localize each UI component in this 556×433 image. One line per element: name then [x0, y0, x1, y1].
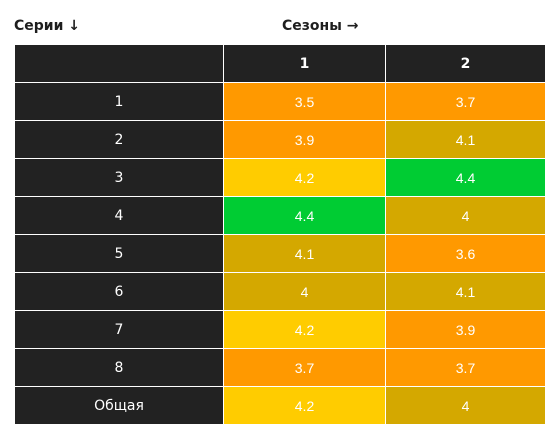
season-header-cell: 1 [223, 44, 386, 83]
rating-cell: 3.5 [223, 82, 386, 121]
episode-label-cell: Общая [14, 386, 224, 425]
episode-row: 4 4.4 4 [14, 196, 546, 235]
corner-cell [14, 44, 224, 83]
episode-row: 1 3.5 3.7 [14, 82, 546, 121]
rating-cell: 4 [223, 272, 386, 311]
rating-cell: 3.6 [385, 234, 546, 273]
episode-row: 3 4.2 4.4 [14, 158, 546, 197]
episode-label-cell: 8 [14, 348, 224, 387]
episode-label-cell: 7 [14, 310, 224, 349]
season-header-cell: 2 [385, 44, 546, 83]
rating-cell: 3.7 [223, 348, 386, 387]
rating-cell: 4.2 [223, 386, 386, 425]
columns-axis-label: Сезоны → [282, 18, 359, 34]
season-header-row: 1 2 [14, 44, 546, 83]
episode-label-cell: 5 [14, 234, 224, 273]
rating-cell: 4.2 [223, 158, 386, 197]
rows-axis-label: Серии ↓ [14, 18, 81, 34]
rating-cell: 3.9 [385, 310, 546, 349]
rating-cell: 4.4 [385, 158, 546, 197]
episode-label-cell: 3 [14, 158, 224, 197]
episode-row: 2 3.9 4.1 [14, 120, 546, 159]
episode-row: 8 3.7 3.7 [14, 348, 546, 387]
episode-row: 6 4 4.1 [14, 272, 546, 311]
rating-cell: 4.1 [223, 234, 386, 273]
ratings-body: 1 3.5 3.7 2 3.9 4.1 3 4.2 4.4 4 4.4 4 5 4.1 3.6 6 4 4.1 7 4… [14, 82, 546, 425]
rating-cell: 4.1 [385, 120, 546, 159]
episode-label-cell: 4 [14, 196, 224, 235]
rating-cell: 4 [385, 386, 546, 425]
rating-cell: 4.4 [223, 196, 386, 235]
episode-label-cell: 6 [14, 272, 224, 311]
rating-cell: 3.7 [385, 348, 546, 387]
ratings-table: 1 2 1 3.5 3.7 2 3.9 4.1 3 4.2 4.4 4 4.4 4 5 4.1 3.6 6 4 4… [14, 44, 546, 425]
rating-cell: 4.2 [223, 310, 386, 349]
rating-cell: 4 [385, 196, 546, 235]
episode-row: Общая 4.2 4 [14, 386, 546, 425]
episode-row: 7 4.2 3.9 [14, 310, 546, 349]
episode-label-cell: 1 [14, 82, 224, 121]
rating-cell: 4.1 [385, 272, 546, 311]
episode-row: 5 4.1 3.6 [14, 234, 546, 273]
episode-label-cell: 2 [14, 120, 224, 159]
rating-cell: 3.7 [385, 82, 546, 121]
rating-cell: 3.9 [223, 120, 386, 159]
